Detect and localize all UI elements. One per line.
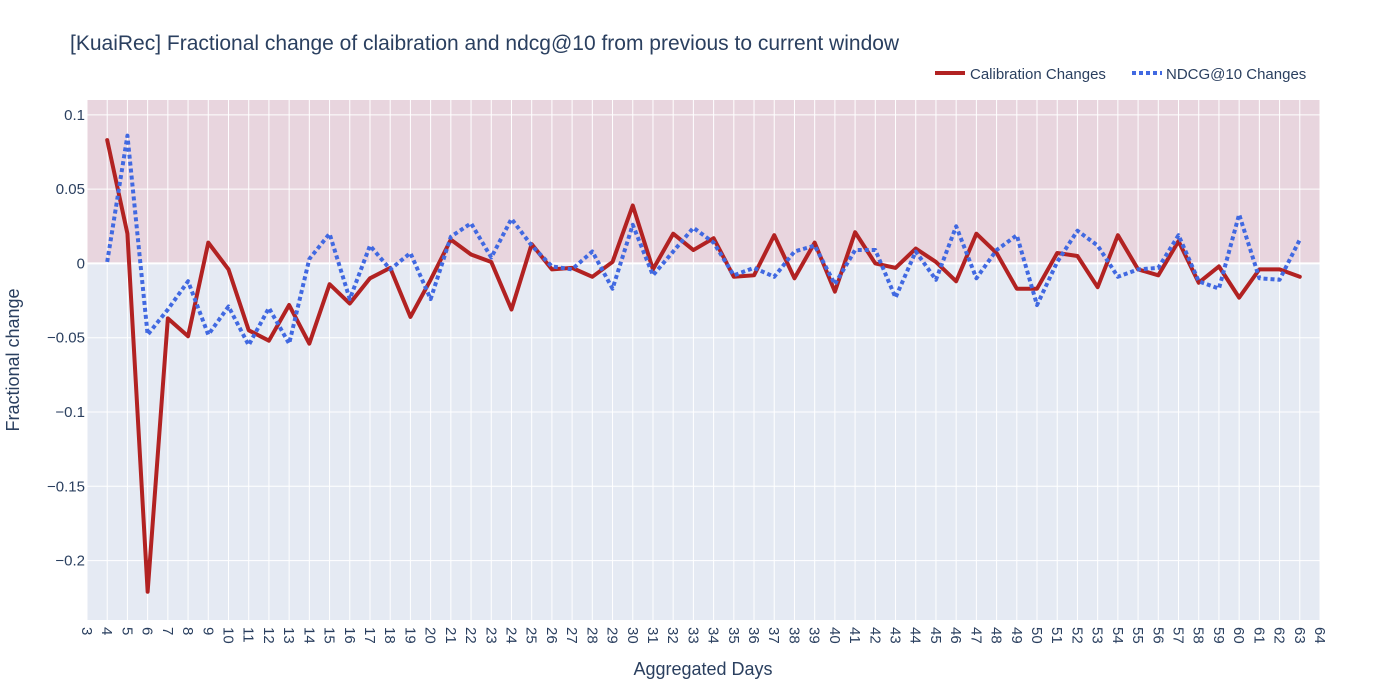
x-tick-label: 51 — [1048, 627, 1065, 644]
x-tick-label: 45 — [927, 627, 944, 644]
x-tick-label: 20 — [422, 627, 439, 644]
x-tick-label: 22 — [462, 627, 479, 644]
x-tick-label: 19 — [401, 627, 418, 644]
x-tick-label: 17 — [361, 627, 378, 644]
y-tick-label: 0.05 — [56, 181, 85, 198]
y-tick-label: 0 — [77, 255, 85, 272]
x-tick-label: 64 — [1311, 627, 1328, 644]
x-tick-label: 5 — [118, 627, 135, 635]
x-tick-label: 43 — [887, 627, 904, 644]
x-tick-label: 24 — [502, 627, 519, 644]
x-tick-label: 50 — [1028, 627, 1045, 644]
y-axis-title: Fractional change — [3, 288, 23, 431]
y-tick-label: −0.15 — [47, 478, 85, 495]
x-tick-label: 25 — [523, 627, 540, 644]
plot-background — [87, 100, 1320, 620]
x-tick-label: 39 — [806, 627, 823, 644]
x-axis-title: Aggregated Days — [633, 659, 772, 679]
x-tick-label: 54 — [1109, 627, 1126, 644]
x-tick-label: 29 — [604, 627, 621, 644]
x-tick-label: 15 — [321, 627, 338, 644]
x-tick-label: 36 — [745, 627, 762, 644]
x-tick-label: 6 — [139, 627, 156, 635]
grid-lines — [86, 100, 1321, 620]
x-tick-label: 62 — [1271, 627, 1288, 644]
x-tick-label: 33 — [684, 627, 701, 644]
x-tick-label: 30 — [624, 627, 641, 644]
x-tick-label: 37 — [765, 627, 782, 644]
x-tick-label: 31 — [644, 627, 661, 644]
x-tick-label: 56 — [1149, 627, 1166, 644]
legend-item-ndcg[interactable]: NDCG@10 Changes — [1132, 66, 1306, 83]
x-axis-ticks: 3 4 5 6 7 8 9 10 11 12 13 14 15 16 17 18 19 20 21 22 23 24 25 2… — [78, 627, 1328, 644]
x-tick-label: 57 — [1170, 627, 1187, 644]
x-tick-label: 49 — [1008, 627, 1025, 644]
x-tick-label: 55 — [1129, 627, 1146, 644]
x-tick-label: 58 — [1190, 627, 1207, 644]
x-tick-label: 63 — [1291, 627, 1308, 644]
x-tick-label: 60 — [1230, 627, 1247, 644]
x-tick-label: 48 — [988, 627, 1005, 644]
calibration-line[interactable] — [105, 138, 1302, 594]
x-tick-label: 9 — [199, 627, 216, 635]
x-tick-label: 23 — [482, 627, 499, 644]
x-tick-label: 35 — [725, 627, 742, 644]
x-tick-label: 4 — [98, 627, 115, 635]
y-tick-label: −0.2 — [55, 553, 85, 570]
x-tick-label: 11 — [240, 627, 257, 643]
x-tick-label: 13 — [280, 627, 297, 644]
x-tick-label: 27 — [563, 627, 580, 644]
legend: Calibration Changes NDCG@10 Changes — [935, 66, 1306, 83]
x-tick-label: 53 — [1089, 627, 1106, 644]
x-tick-label: 16 — [341, 627, 358, 644]
x-tick-label: 38 — [785, 627, 802, 644]
x-tick-label: 12 — [260, 627, 277, 644]
x-tick-label: 10 — [219, 627, 236, 644]
y-tick-label: −0.05 — [47, 330, 85, 347]
x-tick-label: 32 — [664, 627, 681, 644]
x-tick-label: 47 — [967, 627, 984, 644]
y-axis-ticks: 0.1 0.05 0 −0.05 −0.1 −0.15 −0.2 — [47, 107, 85, 570]
x-tick-label: 61 — [1250, 627, 1267, 644]
x-tick-label: 40 — [826, 627, 843, 644]
x-tick-label: 8 — [179, 627, 196, 635]
x-tick-label: 59 — [1210, 627, 1227, 644]
legend-label-calibration: Calibration Changes — [970, 66, 1106, 83]
x-tick-label: 3 — [78, 627, 95, 635]
chart-title: [KuaiRec] Fractional change of claibrati… — [70, 32, 900, 55]
x-tick-label: 18 — [381, 627, 398, 644]
x-tick-label: 26 — [543, 627, 560, 644]
y-tick-label: 0.1 — [64, 107, 85, 124]
ndcg-line[interactable] — [105, 133, 1302, 348]
series-layer — [105, 133, 1302, 594]
x-tick-label: 46 — [947, 627, 964, 644]
x-tick-label: 42 — [866, 627, 883, 644]
x-tick-label: 44 — [907, 627, 924, 644]
y-tick-label: −0.1 — [55, 404, 85, 421]
x-tick-label: 41 — [846, 627, 863, 644]
x-tick-label: 34 — [705, 627, 722, 644]
positive-band — [87, 100, 1320, 264]
x-tick-label: 7 — [159, 627, 176, 635]
x-tick-label: 14 — [300, 627, 317, 644]
x-tick-label: 28 — [583, 627, 600, 644]
legend-item-calibration[interactable]: Calibration Changes — [935, 66, 1106, 83]
x-tick-label: 21 — [442, 627, 459, 644]
x-tick-label: 52 — [1068, 627, 1085, 644]
legend-label-ndcg: NDCG@10 Changes — [1166, 66, 1306, 83]
